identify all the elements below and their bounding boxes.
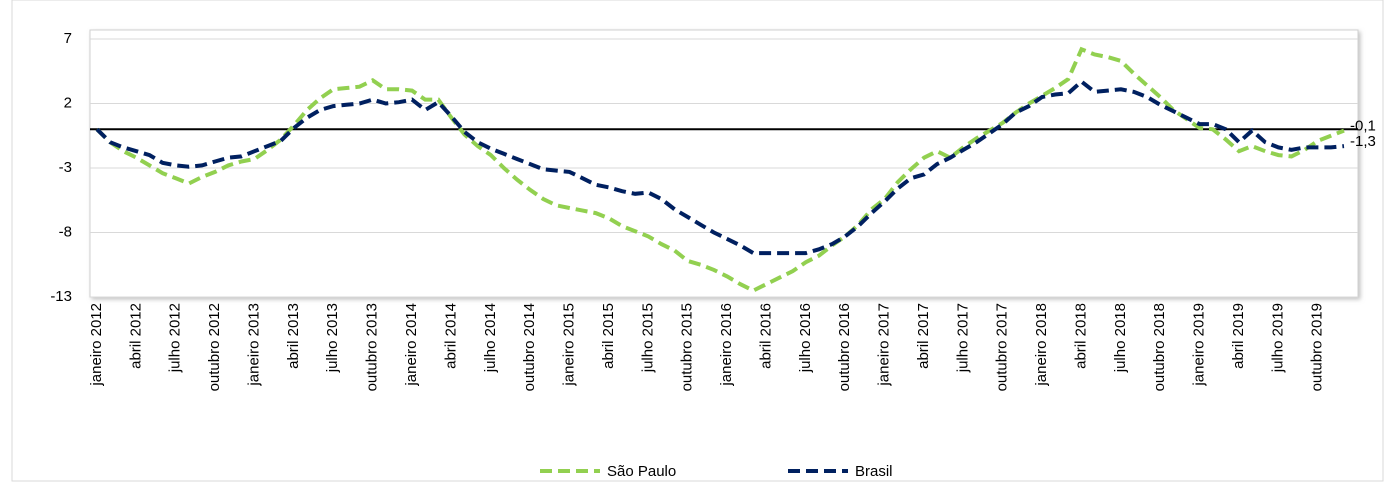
x-tick-label: abril 2018 [1072,303,1089,369]
x-tick-label: janeiro 2019 [1191,303,1208,387]
y-tick-label: 7 [64,30,72,47]
x-tick-label: outubro 2019 [1309,303,1326,391]
x-tick-label: abril 2014 [442,303,459,369]
x-tick-label: janeiro 2018 [1033,303,1050,387]
x-tick-label: outubro 2018 [1151,303,1168,391]
data-label: -0,1 [1350,118,1376,135]
legend-label: São Paulo [607,463,676,480]
y-tick-label: -13 [50,288,72,305]
x-tick-label: abril 2013 [285,303,302,369]
x-tick-label: julho 2019 [1269,303,1286,373]
x-tick-label: julho 2015 [639,303,656,373]
x-tick-label: julho 2017 [954,303,971,373]
x-tick-label: abril 2012 [127,303,144,369]
x-tick-label: julho 2013 [324,303,341,373]
chart-frame [11,0,1384,482]
x-tick-label: abril 2015 [600,303,617,369]
x-tick-label: julho 2018 [1112,303,1129,373]
x-tick-label: janeiro 2015 [561,303,578,387]
x-tick-label: outubro 2014 [521,303,538,391]
x-tick-label: outubro 2012 [206,303,223,391]
x-tick-label: janeiro 2014 [403,303,420,387]
x-tick-label: julho 2016 [797,303,814,373]
y-tick-label: 2 [64,94,72,111]
x-tick-label: janeiro 2017 [876,303,893,387]
data-label: -1,3 [1350,133,1376,150]
plot-area [89,29,1359,298]
y-tick-label: -8 [59,223,72,240]
x-tick-label: janeiro 2016 [718,303,735,387]
x-tick-label: julho 2012 [167,303,184,373]
plot-layer: -13 -8 -3 2 7 janeiro 2012 abril 2012 julho 201… [50,30,1376,480]
x-tick-label: abril 2016 [757,303,774,369]
x-tick-label: outubro 2017 [994,303,1011,391]
x-tick-label: outubro 2013 [364,303,381,391]
series-line [95,78,1345,256]
y-tick-label: -3 [59,159,72,176]
x-tick-label: janeiro 2013 [245,303,262,387]
x-tick-label: abril 2019 [1230,303,1247,369]
x-tick-label: outubro 2016 [836,303,853,391]
legend-label: Brasil [855,463,893,480]
x-tick-label: janeiro 2012 [88,303,105,387]
x-tick-label: outubro 2015 [679,303,696,391]
x-tick-label: abril 2017 [915,303,932,369]
x-tick-label: julho 2014 [482,303,499,373]
